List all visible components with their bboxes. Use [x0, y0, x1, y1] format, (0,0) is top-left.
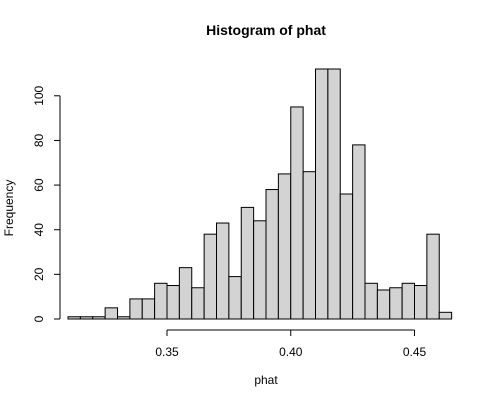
- x-axis-label: phat: [254, 373, 278, 387]
- histogram-bar: [364, 282, 378, 320]
- histogram-bar: [141, 298, 156, 320]
- histogram-bar: [290, 106, 304, 320]
- histogram-bar: [216, 222, 230, 320]
- histogram-bar: [302, 171, 317, 320]
- histogram-bar: [426, 233, 440, 320]
- y-tick-label: 100: [32, 85, 46, 105]
- histogram-bar: [104, 307, 119, 320]
- histogram-bar: [265, 189, 279, 320]
- histogram-bar: [315, 68, 329, 320]
- histogram-bar: [327, 68, 341, 320]
- x-tick-label: 0.40: [279, 345, 303, 359]
- histogram-bar: [389, 287, 403, 320]
- y-tick-label: 20: [32, 267, 46, 281]
- histogram-bars: [67, 68, 453, 320]
- histogram-bar: [178, 267, 193, 320]
- y-tick-label: 40: [32, 223, 46, 237]
- x-tick-label: 0.45: [403, 345, 427, 359]
- histogram-bar: [228, 276, 242, 320]
- histogram-bar: [129, 298, 143, 320]
- histogram-bar: [67, 316, 81, 320]
- histogram-bar: [79, 316, 94, 320]
- histogram-bar: [92, 316, 106, 320]
- x-tick-label: 0.35: [155, 345, 179, 359]
- histogram-bar: [166, 285, 180, 320]
- y-axis: 0 20 40 60 80 100: [32, 85, 61, 322]
- y-tick-label: 80: [32, 133, 46, 147]
- histogram-bar: [352, 144, 366, 320]
- y-tick-label: 60: [32, 178, 46, 192]
- histogram-bar: [203, 233, 218, 320]
- y-tick-label: 0: [32, 315, 46, 322]
- histogram-bar: [277, 173, 292, 320]
- histogram-bar: [117, 316, 131, 320]
- x-axis: 0.35 0.40 0.45: [155, 329, 427, 359]
- histogram-bar: [154, 282, 168, 320]
- histogram-bar: [376, 289, 391, 320]
- histogram-bar: [401, 282, 416, 320]
- histogram-bar: [438, 311, 453, 320]
- histogram-bar: [414, 285, 428, 320]
- histogram-bar: [253, 220, 267, 320]
- histogram-bar: [191, 287, 205, 320]
- y-axis-label: Frequency: [2, 180, 16, 237]
- chart-title: Histogram of phat: [206, 22, 326, 38]
- histogram-bar: [339, 193, 354, 320]
- histogram-bar: [240, 206, 255, 320]
